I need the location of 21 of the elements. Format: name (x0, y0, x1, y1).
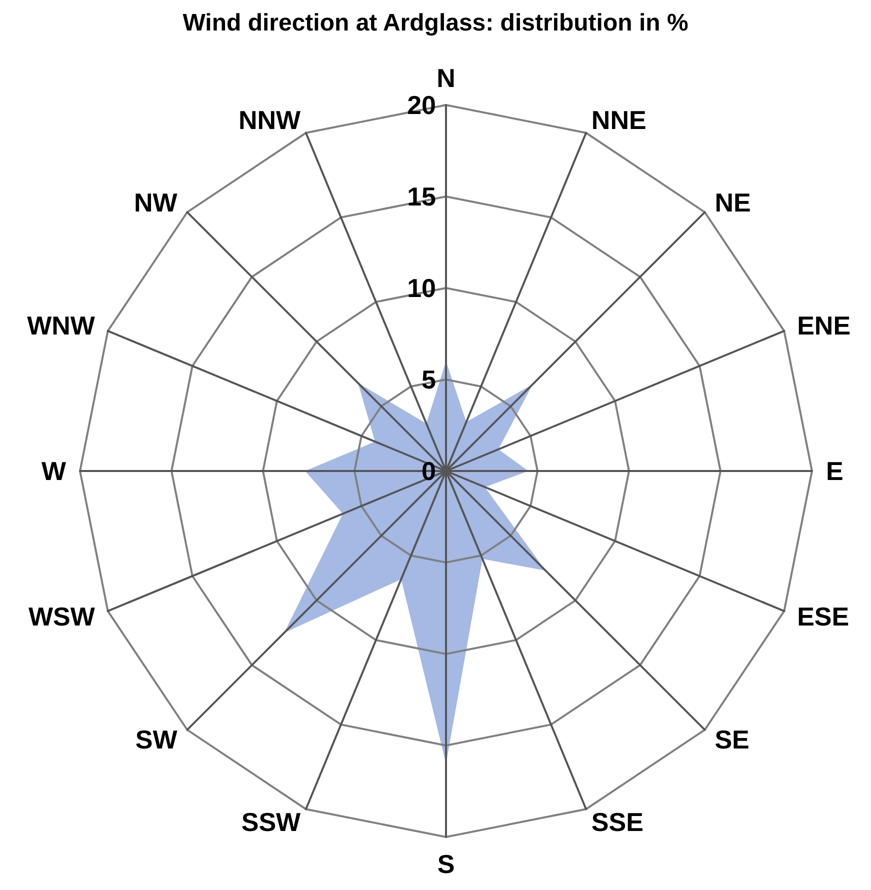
spoke-label: ESE (797, 601, 850, 632)
spoke-label: N (436, 63, 456, 93)
spoke-label: SSE (591, 807, 644, 838)
y-tick-label: 5 (422, 364, 436, 394)
spoke-label: SE (714, 724, 750, 755)
y-tick-label: 20 (407, 90, 436, 120)
spoke-label: WNW (27, 310, 96, 341)
spoke-label: W (41, 456, 66, 486)
chart-title: Wind direction at Ardglass: distribution in % (182, 10, 688, 36)
spoke-label: NE (714, 187, 751, 218)
spoke-label: WSW (28, 601, 96, 632)
spoke-label: SSW (241, 807, 302, 838)
spoke-label: SW (135, 724, 178, 755)
y-tick-label: 10 (407, 273, 436, 303)
spoke-label: ENE (797, 310, 851, 341)
spoke-label: S (437, 849, 455, 879)
spoke-label: E (826, 456, 844, 486)
spoke-label: NNW (238, 104, 302, 135)
y-tick-label: 15 (407, 182, 436, 212)
spoke-label: NNE (591, 104, 646, 135)
spoke-label: NW (134, 187, 178, 218)
